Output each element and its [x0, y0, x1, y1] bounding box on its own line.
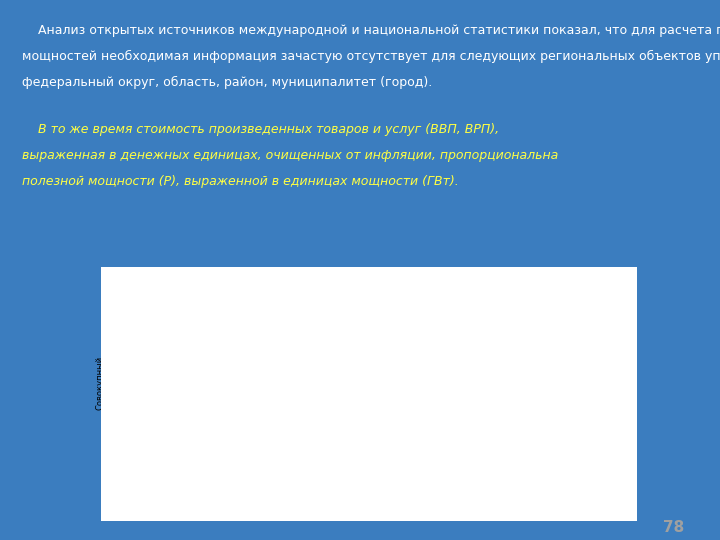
Text: федеральный округ, область, район, муниципалитет (город).: федеральный округ, область, район, муниц…	[22, 76, 432, 89]
Text: 1999 год: 1999 год	[259, 468, 302, 477]
Text: 2005 год: 2005 год	[528, 318, 572, 327]
Text: 78: 78	[662, 519, 684, 535]
Text: 2000 год: 2000 год	[283, 434, 326, 443]
Text: Анализ открытых источников международной и национальной статистики показал, что : Анализ открытых источников международной…	[22, 24, 720, 37]
Text: 2004 год: 2004 год	[448, 337, 491, 346]
Y-axis label: Совокупный
произведенный продукт
(полезная мощность), ГВт: Совокупный произведенный продукт (полезн…	[96, 325, 128, 442]
Text: 2003 год: 2003 год	[394, 381, 437, 390]
Text: В то же время стоимость произведенных товаров и услуг (ВВП, ВРП),: В то же время стоимость произведенных то…	[22, 123, 499, 136]
Text: 2002 год: 2002 год	[330, 368, 373, 377]
Text: 2001 год: 2001 год	[317, 393, 359, 402]
Text: полезной мощности (P), выраженной в единицах мощности (ГВт).: полезной мощности (P), выраженной в един…	[22, 174, 459, 187]
X-axis label: Реальный ВВП, млрд. долларов США: Реальный ВВП, млрд. долларов США	[296, 501, 485, 511]
Text: выраженная в денежных единицах, очищенных от инфляции, пропорциональна: выраженная в денежных единицах, очищенны…	[22, 148, 558, 161]
Text: мощностей необходимая информация зачастую отсутствует для следующих региональных: мощностей необходимая информация зачасту…	[22, 50, 720, 63]
